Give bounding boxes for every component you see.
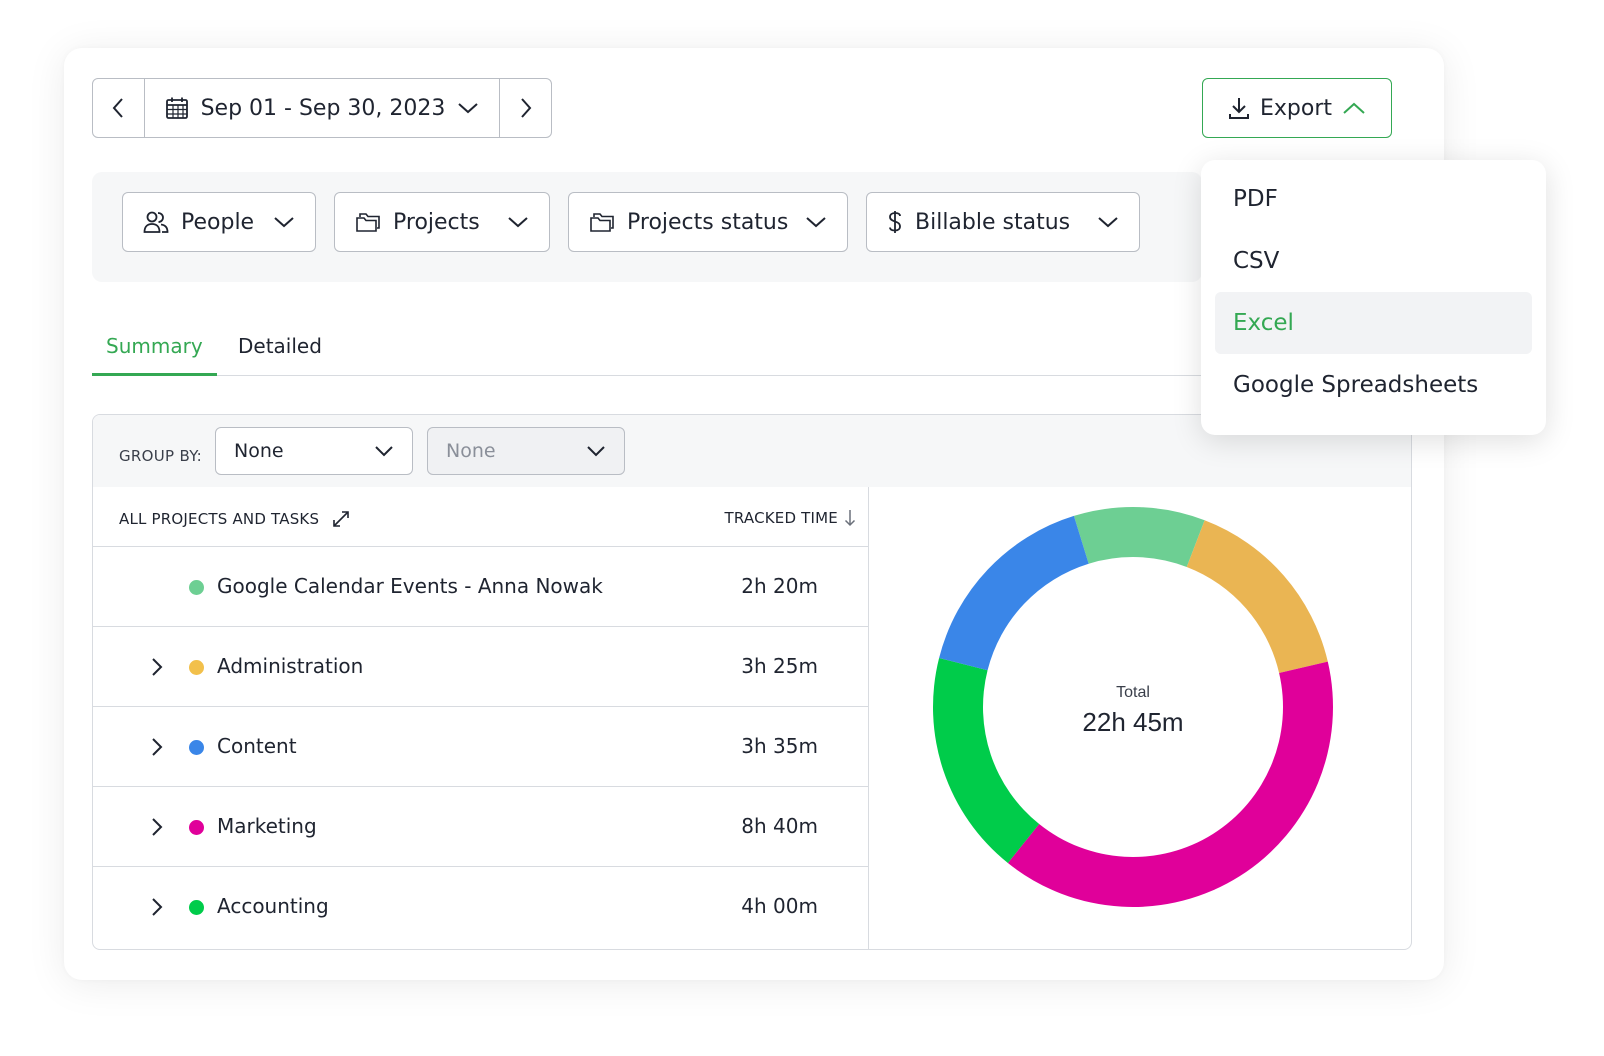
projects-status-filter-label: Projects status: [627, 209, 789, 235]
column-header-tracked-time[interactable]: TRACKED TIME: [725, 509, 857, 527]
chevron-down-icon: [508, 217, 528, 228]
tracked-time: 3h 35m: [741, 734, 818, 758]
billable-status-filter[interactable]: Billable status: [866, 192, 1140, 252]
export-option-csv[interactable]: CSV: [1233, 248, 1280, 274]
chevron-right-icon[interactable]: [151, 737, 163, 761]
report-panel: GROUP BY: None None ALL PROJECTS AND TAS…: [92, 414, 1412, 950]
calendar-icon: [165, 97, 188, 119]
chevron-down-icon: [806, 217, 826, 228]
chevron-down-icon: [274, 217, 294, 228]
project-name: Marketing: [217, 814, 317, 838]
date-range-label: Sep 01 - Sep 30, 2023: [200, 95, 446, 121]
report-tabs: Summary Detailed: [92, 326, 1202, 376]
donut-slice[interactable]: [933, 658, 1040, 864]
tab-summary[interactable]: Summary: [92, 334, 217, 376]
people-filter[interactable]: People: [122, 192, 316, 252]
folder-icon: [590, 213, 614, 232]
chevron-up-icon: [1343, 102, 1365, 114]
export-option-excel[interactable]: Excel: [1215, 292, 1532, 354]
group-by-label: GROUP BY:: [119, 447, 203, 465]
table-body: Google Calendar Events - Anna Nowak 2h 20…: [93, 547, 868, 947]
tracked-time: 4h 00m: [741, 894, 818, 918]
chevron-right-icon[interactable]: [151, 657, 163, 681]
date-range-select[interactable]: Sep 01 - Sep 30, 2023: [143, 79, 501, 137]
project-name: Accounting: [217, 894, 329, 918]
project-name: Administration: [217, 654, 364, 678]
column-header-projects: ALL PROJECTS AND TASKS: [119, 509, 351, 529]
table-row[interactable]: Accounting 4h 00m: [93, 867, 868, 947]
filter-bar: People Projects Projects status Billable…: [92, 172, 1202, 282]
donut-slice[interactable]: [1073, 507, 1205, 567]
folder-icon: [356, 213, 380, 232]
projects-filter-label: Projects: [393, 209, 480, 235]
dollar-icon: [889, 211, 901, 233]
date-range-picker: Sep 01 - Sep 30, 2023: [92, 78, 552, 138]
chevron-right-icon: [520, 98, 532, 118]
column-header-tracked-time-label: TRACKED TIME: [724, 509, 838, 527]
table-header: ALL PROJECTS AND TASKS TRACKED TIME: [93, 487, 868, 547]
export-option-pdf[interactable]: PDF: [1233, 186, 1278, 212]
donut-chart-svg: Total 22h 45m: [933, 507, 1333, 907]
group-by-primary-select[interactable]: None: [215, 427, 413, 475]
group-by-secondary-select[interactable]: None: [427, 427, 625, 475]
projects-filter[interactable]: Projects: [334, 192, 550, 252]
projects-status-filter[interactable]: Projects status: [568, 192, 848, 252]
chevron-down-icon: [458, 103, 479, 114]
chevron-left-icon: [112, 98, 124, 118]
project-color-dot: [189, 900, 204, 915]
project-name: Content: [217, 734, 297, 758]
donut-slice[interactable]: [939, 515, 1089, 671]
table-row[interactable]: Administration 3h 25m: [93, 627, 868, 707]
group-by-bar: GROUP BY: None None: [93, 415, 1411, 487]
sort-down-icon: [844, 510, 856, 527]
chevron-down-icon: [375, 446, 393, 457]
people-filter-label: People: [181, 209, 255, 235]
table-row[interactable]: Content 3h 35m: [93, 707, 868, 787]
tracked-time: 3h 25m: [741, 654, 818, 678]
export-label: Export: [1259, 95, 1332, 121]
previous-period-button[interactable]: [93, 79, 144, 137]
group-by-secondary-value: None: [446, 440, 496, 462]
tracked-time: 8h 40m: [741, 814, 818, 838]
next-period-button[interactable]: [500, 79, 551, 137]
chevron-down-icon: [587, 446, 605, 457]
column-header-projects-label: ALL PROJECTS AND TASKS: [119, 510, 320, 528]
people-icon: [143, 211, 169, 233]
project-color-dot: [189, 740, 204, 755]
projects-table: ALL PROJECTS AND TASKS TRACKED TIME Goog…: [93, 487, 869, 949]
project-color-dot: [189, 820, 204, 835]
export-button[interactable]: Export: [1202, 78, 1392, 138]
project-name: Google Calendar Events - Anna Nowak: [217, 574, 603, 598]
download-icon: [1228, 98, 1249, 119]
chevron-right-icon[interactable]: [151, 897, 163, 921]
group-by-primary-value: None: [234, 440, 284, 462]
table-row: Google Calendar Events - Anna Nowak 2h 20…: [93, 547, 868, 627]
export-menu: PDF CSV Excel Google Spreadsheets: [1201, 160, 1546, 435]
project-color-dot: [189, 660, 204, 675]
table-row[interactable]: Marketing 8h 40m: [93, 787, 868, 867]
donut-chart: Total 22h 45m: [869, 487, 1411, 949]
donut-slice[interactable]: [1186, 520, 1328, 674]
tracked-time: 2h 20m: [741, 574, 818, 598]
chevron-right-icon[interactable]: [151, 817, 163, 841]
expand-icon[interactable]: [331, 509, 351, 529]
chart-center-value: 22h 45m: [1082, 707, 1183, 737]
chevron-down-icon: [1098, 217, 1118, 228]
project-color-dot: [189, 580, 204, 595]
tab-detailed[interactable]: Detailed: [238, 334, 322, 358]
chart-center-label: Total: [1116, 684, 1150, 701]
export-option-google-spreadsheets[interactable]: Google Spreadsheets: [1233, 372, 1479, 398]
donut-slice[interactable]: [1007, 661, 1333, 907]
billable-status-filter-label: Billable status: [915, 209, 1071, 235]
